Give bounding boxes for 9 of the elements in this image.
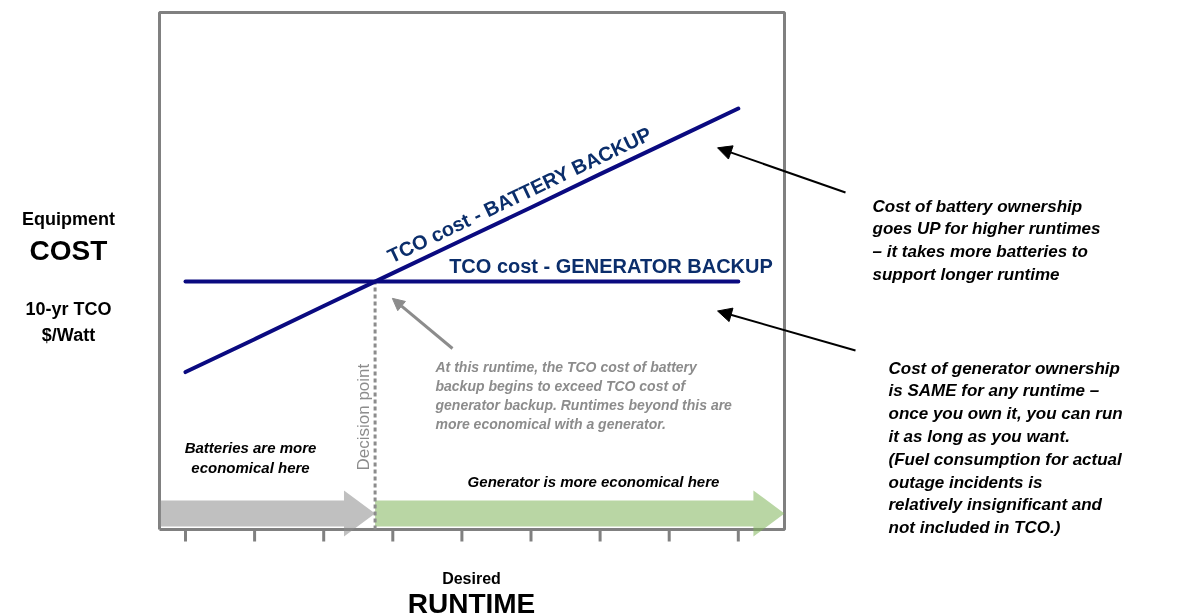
text: Cost of battery ownership goes UP for higher runtimes – it takes more batteries to support longer runtime <box>871 196 1101 284</box>
series-label: TCO cost - GENERATOR BACKUP <box>449 254 773 277</box>
annotation: Generator is more economical here <box>467 472 720 490</box>
annotation: Batteries are more economical here <box>184 439 317 477</box>
annotation: Decision point <box>354 363 374 471</box>
x-axis-title: Desired RUNTIME <box>407 570 536 616</box>
text: Cost of generator ownership is SAME for any runtime – once you own it, you can run it as long as you want. (Fuel consumption for actual outage incidents is relatively insignificant and not included in TCO.) <box>888 358 1124 538</box>
annotation: At this runtime, the TCO cost of battery backup begins to exceed TCO cost of generator backup. Runtimes beyond this are more economical with a generator. <box>434 358 733 433</box>
y-axis-title: Equipment COST 10-yr TCO $/Watt <box>22 208 115 345</box>
